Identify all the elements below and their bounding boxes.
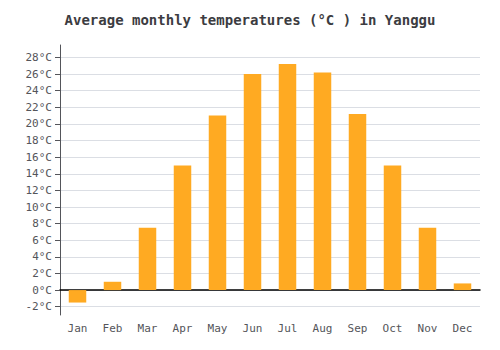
svg-text:Dec: Dec [453, 322, 473, 335]
svg-text:6°C: 6°C [32, 234, 52, 247]
svg-text:12°C: 12°C [26, 184, 53, 197]
svg-text:Apr: Apr [173, 322, 193, 335]
svg-text:Mar: Mar [138, 322, 158, 335]
svg-text:2°C: 2°C [32, 267, 52, 280]
svg-text:26°C: 26°C [26, 68, 53, 81]
svg-text:Feb: Feb [103, 322, 123, 335]
svg-text:14°C: 14°C [26, 167, 53, 180]
svg-text:8°C: 8°C [32, 217, 52, 230]
svg-text:22°C: 22°C [26, 101, 53, 114]
svg-text:Sep: Sep [348, 322, 368, 335]
svg-text:Average monthly temperatures (: Average monthly temperatures (°C ) in Ya… [65, 12, 436, 28]
svg-text:Jan: Jan [68, 322, 88, 335]
svg-text:Aug: Aug [313, 322, 333, 335]
svg-text:20°C: 20°C [26, 117, 53, 130]
svg-text:Jul: Jul [278, 322, 298, 335]
svg-text:16°C: 16°C [26, 151, 53, 164]
svg-text:24°C: 24°C [26, 84, 53, 97]
svg-text:Jun: Jun [243, 322, 263, 335]
svg-text:4°C: 4°C [32, 250, 52, 263]
svg-text:0°C: 0°C [32, 284, 52, 297]
svg-text:Nov: Nov [418, 322, 438, 335]
svg-text:18°C: 18°C [26, 134, 53, 147]
svg-text:Oct: Oct [383, 322, 403, 335]
svg-text:May: May [208, 322, 228, 335]
svg-text:28°C: 28°C [26, 51, 53, 64]
svg-text:10°C: 10°C [26, 201, 53, 214]
svg-text:-2°C: -2°C [26, 300, 53, 313]
